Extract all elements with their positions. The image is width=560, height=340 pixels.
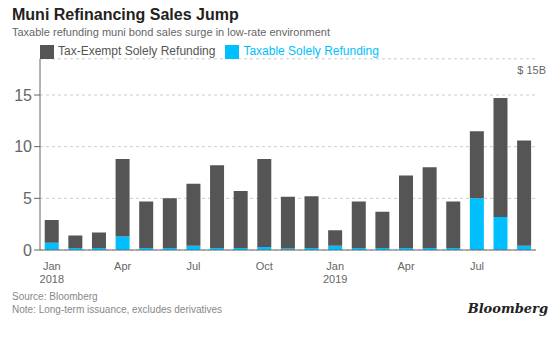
svg-text:Jan2019: Jan2019: [323, 260, 347, 285]
svg-text:10: 10: [14, 138, 32, 155]
svg-text:Oct: Oct: [256, 260, 273, 272]
html-text:Bloomberg: Bloomberg: [467, 301, 548, 316]
svg-text:5: 5: [23, 190, 32, 207]
svg-text:Jul: Jul: [470, 260, 484, 272]
html-text:Muni Refinancing Sales Jump: Muni Refinancing Sales Jump: [12, 6, 239, 23]
html-text:$ 15B: $ 15B: [517, 64, 546, 76]
html-text:Source: Bloomberg Note: Long-t: Source: Bloomberg Note: Long-term issuan…: [12, 291, 223, 315]
svg-text:0: 0: [23, 242, 32, 259]
html-text:Taxable Solely Refunding: Taxable Solely Refunding: [243, 44, 379, 58]
svg-text:Apr: Apr: [398, 260, 415, 272]
svg-text:Jan2018: Jan2018: [40, 260, 64, 285]
html-text:Tax-Exempt Solely Refunding: Tax-Exempt Solely Refunding: [58, 44, 216, 58]
svg-text:Jul: Jul: [186, 260, 200, 272]
html-text:Taxable refunding muni bond sa: Taxable refunding muni bond sales surge …: [12, 26, 330, 38]
svg-text:15: 15: [14, 87, 32, 104]
svg-text:Apr: Apr: [114, 260, 131, 272]
